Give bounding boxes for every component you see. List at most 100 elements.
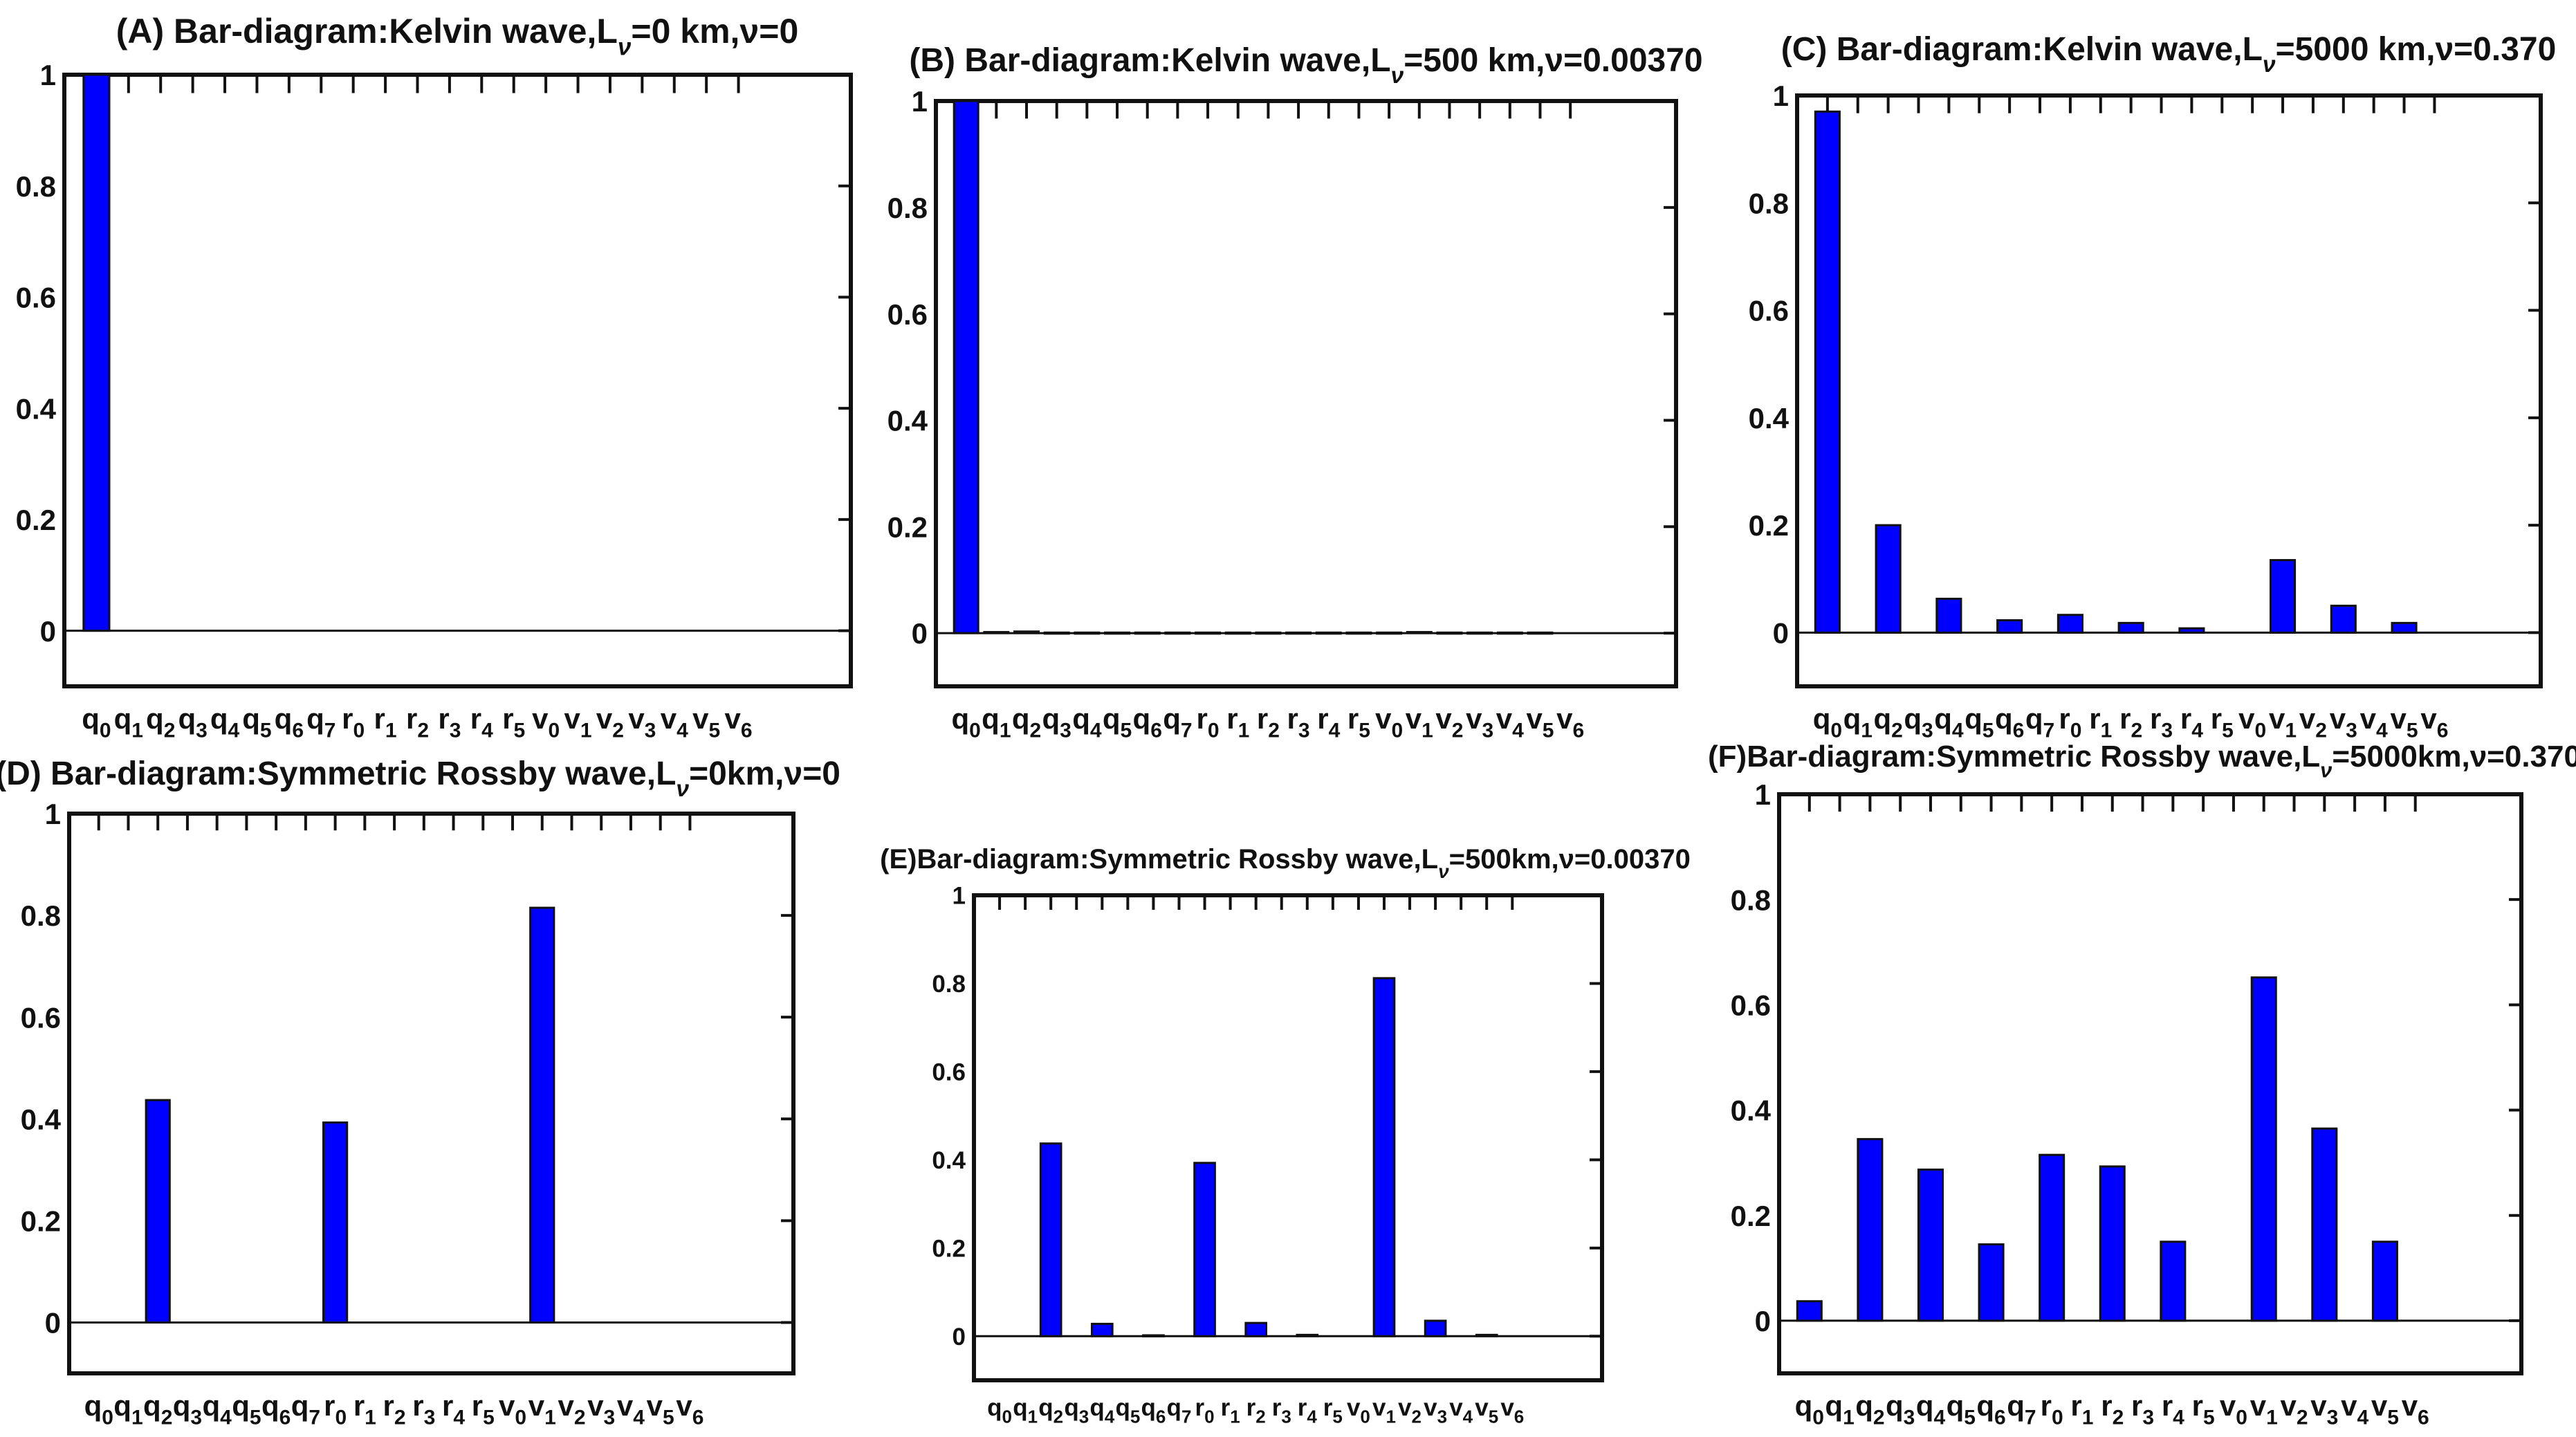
bar-v5 — [1475, 1333, 1498, 1337]
bar-q2 — [1875, 524, 1902, 634]
y-tick-label: 0.8 — [887, 192, 928, 224]
x-tick-label-v5: v5 — [2371, 1389, 2399, 1429]
bar-r2 — [2117, 621, 2144, 634]
x-tick-label-v6: v6 — [1500, 1394, 1524, 1427]
bar-q2 — [1013, 630, 1040, 634]
x-tick-label-r3: r3 — [1287, 702, 1310, 742]
x-tick-label-v1: v1 — [1372, 1394, 1396, 1427]
x-tick-label-r0: r0 — [2059, 702, 2081, 742]
x-tick-label-q5: q5 — [1115, 1394, 1140, 1427]
y-tick-label: 0.4 — [932, 1147, 966, 1174]
x-tick-label-v6: v6 — [676, 1389, 703, 1429]
bar-r4 — [1296, 1333, 1319, 1337]
x-tick-label-q6: q6 — [1133, 702, 1162, 742]
panel-title: (D) Bar-diagram:Symmetric Rossby wave,Lν… — [0, 756, 840, 802]
x-tick-label-r1: r1 — [1221, 1394, 1240, 1427]
panel-title: (A) Bar-diagram:Kelvin wave,Lν=0 km,ν=0 — [116, 12, 799, 61]
x-tick-label-v4: v4 — [1449, 1394, 1473, 1427]
x-tick-label-v1: v1 — [564, 702, 592, 742]
x-tick-label-q3: q3 — [1064, 1394, 1089, 1427]
x-tick-label-q2: q2 — [143, 1389, 172, 1429]
x-tick-label-r4: r4 — [470, 702, 493, 742]
y-tick-label: 0.8 — [1749, 187, 1789, 219]
bar-q4 — [1074, 631, 1101, 635]
y-tick-label: 0.2 — [932, 1235, 966, 1262]
y-tick-label: 0.2 — [887, 511, 928, 543]
x-tick-label-v0: v0 — [499, 1389, 526, 1429]
bar-r0 — [1193, 1162, 1216, 1337]
x-tick-label-q6: q6 — [261, 1389, 291, 1429]
x-tick-label-q7: q7 — [2007, 1389, 2036, 1429]
x-tick-label-q1: q1 — [113, 1389, 142, 1429]
x-tick-label-q3: q3 — [1042, 702, 1071, 742]
x-tick-label-q6: q6 — [1141, 1394, 1166, 1427]
x-tick-label-r5: r5 — [502, 702, 525, 742]
panel-f-rossby-l5000: 0 0.2 0.4 0.6 0.8 1 q0 q1 q2 q3 q4 q5 q6 q7 r0 r1 r2 r3 r4… — [1708, 740, 2576, 1429]
x-tick-label-v0: v0 — [1347, 1394, 1370, 1427]
x-tick-label-r4: r4 — [1298, 1394, 1318, 1427]
x-tick-label-q7: q7 — [1163, 702, 1192, 742]
x-tick-label-v6: v6 — [725, 702, 753, 742]
axes-frame — [1777, 792, 2523, 1375]
x-tick-label-r2: r2 — [383, 1389, 406, 1429]
x-tick-label-q5: q5 — [232, 1389, 261, 1429]
x-tick-label-q0: q0 — [1795, 1389, 1824, 1429]
x-tick-label-v4: v4 — [1496, 702, 1524, 742]
x-tick-label-v0: v0 — [1375, 702, 1403, 742]
y-tick-label: 0.8 — [1731, 884, 1771, 916]
bar-q3 — [1043, 631, 1070, 635]
x-tick-label-q7: q7 — [291, 1389, 320, 1429]
x-tick-label-v5: v5 — [1526, 702, 1554, 742]
x-tick-label-r3: r3 — [412, 1389, 435, 1429]
panel-e-rossby-l500: 0 0.2 0.4 0.6 0.8 1 q0 q1 q2 q3 q4 q5 q6 q7 r0 r1 r2 r3 r4… — [880, 844, 1691, 1427]
x-tick-label-q2: q2 — [146, 702, 175, 742]
x-tick-label-v6: v6 — [2420, 702, 2448, 742]
y-tick-label: 0.4 — [1749, 402, 1790, 434]
bar-v1 — [1372, 977, 1396, 1337]
x-tick-label-q2: q2 — [1038, 1394, 1063, 1427]
y-tick-label: 0.4 — [16, 392, 57, 425]
bar-v5 — [2371, 1241, 2398, 1322]
x-tick-label-r4: r4 — [442, 1389, 465, 1429]
panel-title: (C) Bar-diagram:Kelvin wave,Lν=5000 km,ν… — [1781, 31, 2557, 77]
x-tick-label-r3: r3 — [1272, 1394, 1291, 1427]
bar-q0 — [1814, 110, 1841, 634]
x-tick-label-v6: v6 — [1556, 702, 1584, 742]
bar-v4 — [1496, 631, 1523, 635]
panel-title: (E)Bar-diagram:Symmetric Rossby wave,Lν=… — [880, 844, 1691, 882]
bar-q0 — [953, 100, 979, 634]
axes-frame — [1795, 93, 2543, 688]
x-tick-label-q4: q4 — [1089, 1394, 1114, 1427]
x-tick-label-q0: q0 — [1813, 702, 1842, 742]
panel-c-kelvin-l5000: 0 0.2 0.4 0.6 0.8 1 q0 q1 q2 q3 q4 q5 q6 q7 r0 r1 r2 r3 r4… — [1749, 31, 2557, 742]
x-tick-label-q6: q6 — [1976, 1389, 2005, 1429]
x-tick-label-r3: r3 — [438, 702, 461, 742]
x-tick-label-q1: q1 — [114, 702, 143, 742]
x-tick-label-r4: r4 — [2162, 1389, 2184, 1429]
x-tick-label-v3: v3 — [1466, 702, 1493, 742]
x-tick-label-r0: r0 — [1195, 1394, 1215, 1427]
y-tick-label: 1 — [1755, 778, 1771, 811]
x-tick-label-q4: q4 — [1072, 702, 1102, 742]
x-tick-label-r1: r1 — [374, 702, 397, 742]
bar-r5 — [1345, 631, 1372, 635]
panel-title: (F)Bar-diagram:Symmetric Rossby wave,Lν=… — [1708, 740, 2576, 782]
bar-r2 — [2099, 1165, 2126, 1322]
bar-r0 — [1195, 631, 1222, 635]
bar-v3 — [1466, 631, 1493, 635]
axes-frame — [62, 73, 853, 688]
x-tick-label-q3: q3 — [1886, 1389, 1915, 1429]
x-tick-label-v5: v5 — [692, 702, 720, 742]
y-tick-label: 0.6 — [887, 298, 928, 331]
bar-r2 — [1244, 1321, 1267, 1337]
x-tick-label-q6: q6 — [275, 702, 304, 742]
x-tick-label-v3: v3 — [628, 702, 656, 742]
x-tick-label-r1: r1 — [1226, 702, 1249, 742]
y-tick-label: 0 — [40, 615, 56, 648]
bar-q0 — [82, 73, 111, 632]
x-tick-label-q2: q2 — [1873, 702, 1902, 742]
x-tick-label-r2: r2 — [406, 702, 429, 742]
bar-v1 — [1406, 631, 1433, 634]
bar-v5 — [2391, 621, 2418, 634]
bar-q7 — [1164, 631, 1191, 635]
